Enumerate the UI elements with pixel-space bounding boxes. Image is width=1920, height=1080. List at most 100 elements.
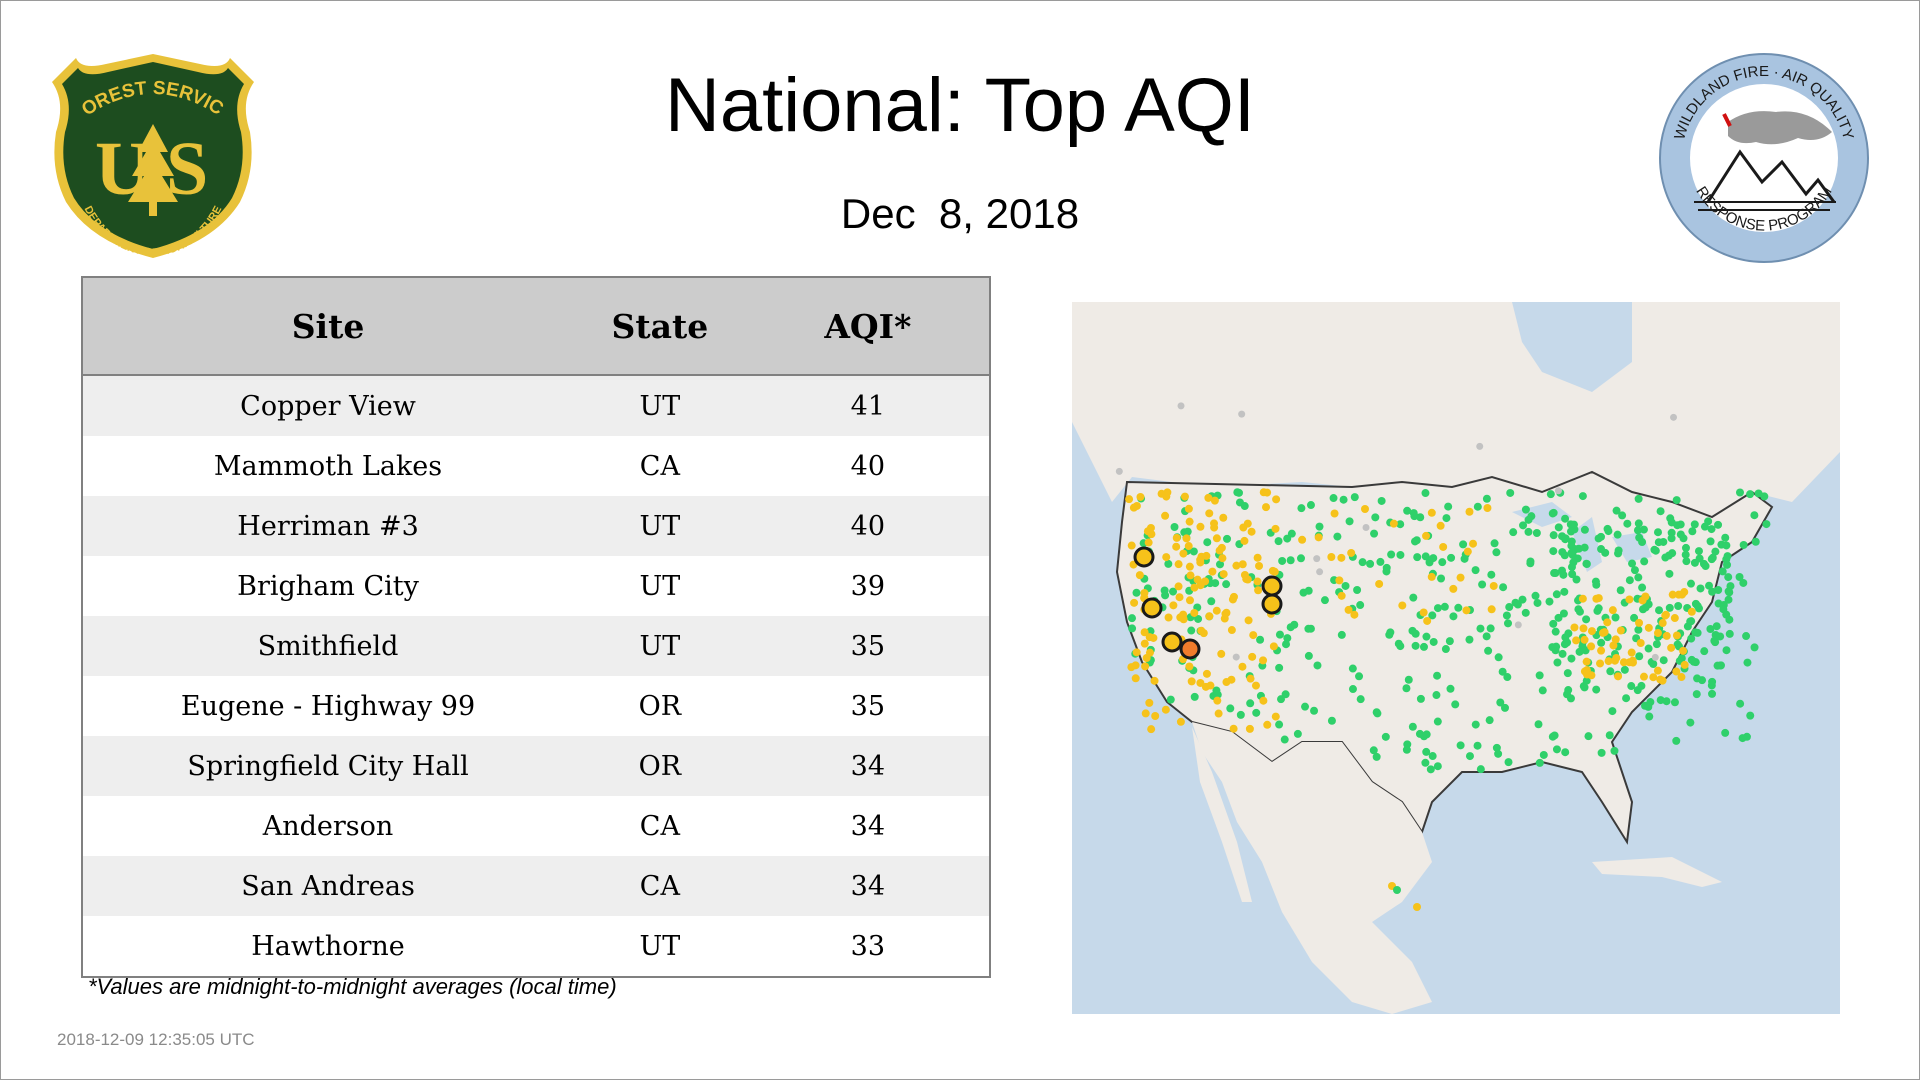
monitor-marker (1725, 615, 1734, 624)
monitor-marker (1214, 709, 1223, 718)
monitor-marker (1275, 720, 1284, 729)
monitor-marker (1503, 673, 1512, 682)
monitor-marker (1259, 696, 1268, 705)
monitor-marker (1471, 566, 1480, 575)
monitor-marker (1272, 495, 1281, 504)
monitor-marker (1376, 557, 1385, 566)
monitor-marker (1422, 747, 1431, 756)
monitor-marker (1650, 545, 1659, 554)
monitor-marker (1594, 534, 1603, 543)
monitor-marker (1416, 694, 1425, 703)
monitor-marker (1128, 624, 1137, 633)
monitor-marker (1372, 752, 1381, 761)
monitor-marker (1608, 707, 1617, 716)
monitor-marker (1144, 538, 1153, 547)
monitor-marker (1433, 604, 1442, 613)
monitor-marker (1246, 699, 1255, 708)
monitor-marker (1498, 667, 1507, 676)
map-cuba-land (1592, 857, 1722, 887)
monitor-marker (1429, 637, 1438, 646)
monitor-marker (1686, 718, 1695, 727)
monitor-marker (1714, 599, 1723, 608)
monitor-marker (1681, 543, 1690, 552)
monitor-marker (1133, 546, 1155, 568)
monitor-marker (1304, 651, 1313, 660)
cell-site: Herriman #3 (82, 496, 574, 556)
monitor-marker (1722, 541, 1731, 550)
monitor-marker (1423, 616, 1432, 625)
column-header-aqi: AQI* (746, 277, 990, 376)
footnote: *Values are midnight-to-midnight average… (88, 974, 617, 999)
monitor-marker (1549, 531, 1558, 540)
monitor-marker (1454, 603, 1463, 612)
monitor-marker (1404, 675, 1413, 684)
monitor-marker (1687, 634, 1696, 643)
monitor-marker (1725, 588, 1734, 597)
table-row: Springfield City Hall OR 34 (82, 736, 990, 796)
monitor-marker (1640, 557, 1649, 566)
monitor-marker (1249, 631, 1258, 640)
monitor-marker (1413, 553, 1422, 562)
monitor-marker (1145, 698, 1154, 707)
monitor-marker (1558, 649, 1567, 658)
monitor-marker (1316, 568, 1324, 576)
monitor-marker (1649, 673, 1658, 682)
monitor-marker (1372, 708, 1381, 717)
monitor-marker (1402, 684, 1411, 693)
table-row: Smithfield UT 35 (82, 616, 990, 676)
monitor-marker (1672, 631, 1681, 640)
monitor-marker (1582, 657, 1591, 666)
monitor-marker (1403, 506, 1412, 515)
monitor-marker (1179, 638, 1201, 660)
monitor-marker (1236, 710, 1245, 719)
monitor-marker (1653, 666, 1662, 675)
monitor-marker (1567, 563, 1576, 572)
monitor-marker (1217, 543, 1226, 552)
monitor-marker (1670, 614, 1679, 623)
monitor-marker (1212, 534, 1221, 543)
monitor-marker (1667, 518, 1676, 527)
monitor-marker (1489, 581, 1498, 590)
monitor-marker (1736, 699, 1745, 708)
monitor-marker (1707, 555, 1716, 564)
monitor-marker (1179, 615, 1188, 624)
monitor-marker (1490, 539, 1499, 548)
monitor-marker (1238, 410, 1246, 418)
monitor-marker (1219, 513, 1228, 522)
monitor-marker (1700, 647, 1709, 656)
monitor-marker (1304, 624, 1313, 633)
monitor-marker (1433, 717, 1442, 726)
monitor-marker (1688, 527, 1697, 536)
monitor-marker (1746, 711, 1755, 720)
monitor-marker (1371, 513, 1380, 522)
monitor-marker (1463, 547, 1472, 556)
monitor-marker (1456, 741, 1465, 750)
monitor-marker (1398, 601, 1407, 610)
monitor-marker (1439, 542, 1448, 551)
monitor-marker (1637, 681, 1646, 690)
monitor-marker (1166, 695, 1175, 704)
monitor-marker (1444, 502, 1453, 511)
monitor-marker (1724, 573, 1733, 582)
monitor-marker (1580, 543, 1589, 552)
monitor-marker (1667, 534, 1676, 543)
monitor-marker (1561, 748, 1570, 757)
monitor-marker (1366, 559, 1375, 568)
monitor-marker (1253, 553, 1262, 562)
monitor-marker (1410, 512, 1419, 521)
monitor-marker (1636, 638, 1645, 647)
monitor-marker (1130, 598, 1139, 607)
monitor-marker (1567, 527, 1576, 536)
monitor-marker (1721, 728, 1730, 737)
monitor-marker (1456, 573, 1465, 582)
monitor-marker (1619, 658, 1628, 667)
monitor-marker (1664, 551, 1673, 560)
monitor-marker (1743, 658, 1752, 667)
monitor-marker (1345, 517, 1354, 526)
monitor-marker (1625, 595, 1634, 604)
monitor-marker (1561, 534, 1570, 543)
monitor-marker (1286, 556, 1295, 565)
monitor-marker (1661, 611, 1670, 620)
monitor-marker (1693, 674, 1702, 683)
monitor-marker (1604, 527, 1613, 536)
